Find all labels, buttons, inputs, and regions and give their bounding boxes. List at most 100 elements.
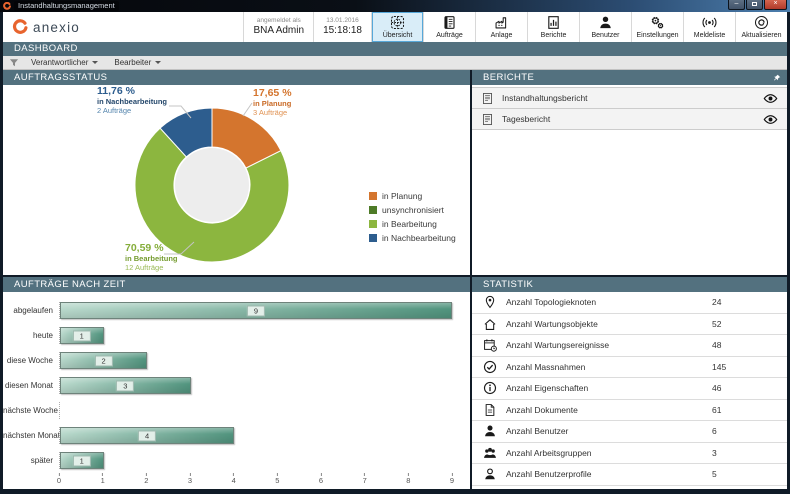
bar-chart-row: diesen Monat 3 <box>3 373 470 398</box>
report-list: Instandhaltungsbericht Tagesbericht <box>472 87 787 130</box>
orders-by-time-chart: abgelaufen 9 heute 1 diese Woche 2 diesen Mona… <box>3 292 470 489</box>
filter-dropdown-verantwortlicher[interactable]: Verantwortlicher <box>23 56 106 69</box>
bar-abgelaufen[interactable]: 9 <box>60 302 452 319</box>
report-doc-icon <box>483 113 492 125</box>
window-logo-icon <box>3 2 11 10</box>
toolbar-button-settings[interactable]: Einstellungen <box>631 12 683 42</box>
donut-slice-in-bearbeitung[interactable] <box>134 127 290 263</box>
toolbar-button-label: Meldeliste <box>693 32 726 39</box>
panel-statistik: STATISTIK Anzahl Topologieknoten 24 Anzahl… <box>472 277 787 489</box>
stat-row: Anzahl Arbeitsgruppen 3 <box>472 443 787 464</box>
bar-chart-row: nächste Woche <box>3 398 470 423</box>
x-axis-tick-label: 2 <box>144 476 149 485</box>
stat-value: 46 <box>712 383 722 394</box>
toolbar-button-plant[interactable]: Anlage <box>475 12 527 42</box>
eye-icon <box>763 93 778 103</box>
panel-berichte-title: BERICHTE <box>483 72 535 83</box>
stat-label: Anzahl Benutzer <box>506 426 569 437</box>
calendar-icon <box>484 339 497 352</box>
report-item[interactable]: Tagesbericht <box>472 109 787 130</box>
toolbar-button-orders[interactable]: Aufträge <box>423 12 475 42</box>
bar-value: 9 <box>246 305 266 316</box>
bar-category-label: diese Woche <box>6 356 53 365</box>
broadcast-icon <box>702 17 717 28</box>
stat-value: 5 <box>712 469 717 480</box>
x-axis-tick: 0 <box>57 473 61 485</box>
toolbar-button-overview[interactable]: Übersicht <box>371 12 423 42</box>
toolbar-button-label: Anlage <box>490 32 513 39</box>
stat-label: Anzahl Wartungsereignisse <box>506 340 610 351</box>
legend-item: in Nachbearbeitung <box>369 233 456 243</box>
stat-row: Anzahl Benutzer 6 <box>472 421 787 443</box>
minimize-button[interactable]: – <box>728 0 745 10</box>
bar-value: 1 <box>72 455 91 466</box>
x-axis-tick: 9 <box>450 473 454 485</box>
toolbar-button-reports[interactable]: Berichte <box>527 12 579 42</box>
view-report-button[interactable] <box>763 112 778 127</box>
toolbar-button-label: Übersicht <box>382 32 413 39</box>
app-header: anexio angemeldet als BNA Admin 13.01.20… <box>3 12 787 42</box>
stat-value: 61 <box>712 404 722 415</box>
report-item[interactable]: Instandhaltungsbericht <box>472 88 787 109</box>
donut-slice-in-nachbearbeitung[interactable] <box>159 107 213 158</box>
bar-chart-x-axis: 0 1 2 3 4 5 6 7 8 9 <box>57 473 454 487</box>
report-label: Instandhaltungsbericht <box>502 93 588 103</box>
maximize-button[interactable] <box>746 0 763 10</box>
donut-hole <box>175 148 249 222</box>
bar-später[interactable]: 1 <box>60 452 104 469</box>
callout-count: 3 Aufträge <box>253 108 288 117</box>
bar-chart-row: nächsten Monat 4 <box>3 423 470 448</box>
refresh-icon <box>754 15 769 30</box>
reports-icon <box>548 16 559 29</box>
bar-track: 3 <box>59 377 452 394</box>
toolbar-button-label: Aktualisieren <box>741 32 782 39</box>
legend-label: in Bearbeitung <box>382 219 437 229</box>
filter-dropdown-bearbeiter[interactable]: Bearbeiter <box>106 56 169 69</box>
legend-swatch <box>369 206 377 214</box>
bar-diesen-monat[interactable]: 3 <box>60 377 191 394</box>
x-axis-tick: 2 <box>144 473 148 485</box>
bar-diese-woche[interactable]: 2 <box>60 352 148 369</box>
donut-svg <box>134 102 290 263</box>
chevron-down-icon <box>92 61 99 64</box>
stat-value: 52 <box>712 318 722 329</box>
x-axis-tick-label: 9 <box>449 476 455 485</box>
settings-icon <box>651 16 664 29</box>
user-icon <box>485 425 495 437</box>
users-icon <box>600 16 611 29</box>
stat-row: Anzahl Benutzerprofile 5 <box>472 464 787 486</box>
x-axis-tick-label: 7 <box>362 476 367 485</box>
toolbar-button-users[interactable]: Benutzer <box>579 12 631 42</box>
x-axis-tick-label: 4 <box>231 476 236 485</box>
stat-label: Anzahl Eigenschaften <box>506 383 589 394</box>
filter-funnel-icon <box>7 58 21 68</box>
legend-item: unsynchronisiert <box>369 205 456 215</box>
anexio-logo-icon <box>12 19 28 35</box>
bar-chart-row: später 1 <box>3 448 470 473</box>
toolbar-button-refresh[interactable]: Aktualisieren <box>735 12 787 42</box>
time-display: 15:18:18 <box>323 25 362 36</box>
legend-swatch <box>369 220 377 228</box>
stat-label: Anzahl Dokumente <box>506 404 578 415</box>
stat-label: Anzahl Benutzerprofile <box>506 469 592 480</box>
stat-row: Anzahl Dokumente 61 <box>472 400 787 421</box>
view-report-button[interactable] <box>763 91 778 106</box>
toolbar-button-broadcast[interactable]: Meldeliste <box>683 12 735 42</box>
close-button[interactable]: × <box>764 0 787 10</box>
x-axis-tick: 5 <box>275 473 279 485</box>
check-circle-icon <box>483 360 497 373</box>
x-axis-tick: 6 <box>319 473 323 485</box>
bar-category-label: nächste Woche <box>3 406 58 415</box>
bar-track: 1 <box>59 452 452 469</box>
eye-icon <box>763 114 778 124</box>
date-display: 13.01.2016 <box>326 17 359 24</box>
anexio-logo-text: anexio <box>33 19 80 35</box>
panel-auftraege-nach-zeit: AUFTRÄGE NACH ZEIT abgelaufen 9 heute 1 dies… <box>3 277 470 489</box>
stat-row: Anzahl Wartungsereignisse 48 <box>472 335 787 357</box>
panel-auftragsstatus-header: AUFTRAGSSTATUS <box>3 70 470 85</box>
legend-item: in Planung <box>369 191 456 201</box>
panel-pin-icon[interactable] <box>773 74 781 82</box>
toolbar-button-label: Aufträge <box>436 32 463 39</box>
bar-heute[interactable]: 1 <box>60 327 104 344</box>
bar-nächsten-monat[interactable]: 4 <box>60 427 235 444</box>
